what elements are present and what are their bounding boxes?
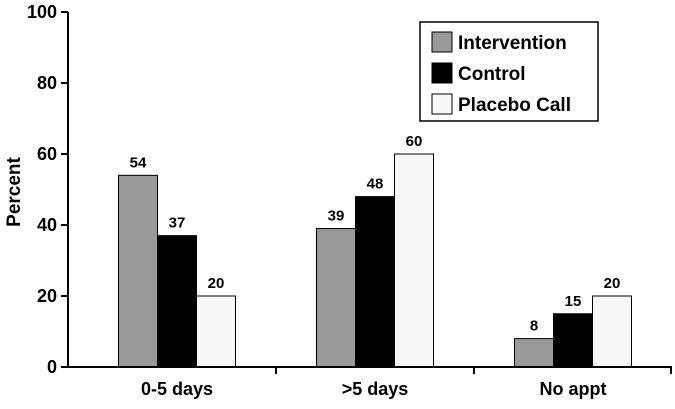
bar-control-0: [157, 235, 197, 368]
y-axis-label: Percent: [4, 156, 25, 226]
legend-label: Intervention: [458, 33, 567, 54]
x-tick-label: No appt: [540, 379, 607, 399]
bar-intervention-1: [316, 228, 356, 368]
bar-control-1: [355, 196, 395, 368]
y-tick-label: 20: [37, 286, 57, 306]
data-label: 48: [367, 176, 384, 193]
legend-label: Placebo Call: [458, 95, 571, 116]
legend-swatch-intervention: [431, 31, 453, 53]
legend: Intervention Control Placebo Call: [419, 21, 599, 122]
data-label: 60: [406, 133, 423, 150]
data-label: 37: [169, 215, 186, 232]
data-label: 8: [530, 318, 538, 335]
axes: 0 20 40 60 80 100 0-5 days >5 days No appt: [27, 2, 672, 399]
data-label: 20: [604, 275, 621, 292]
data-label: 54: [130, 154, 147, 171]
y-tick-label: 0: [47, 357, 57, 377]
data-label: 15: [565, 293, 582, 310]
data-label: 39: [328, 208, 345, 225]
data-label: 20: [208, 275, 225, 292]
legend-swatch-placebo-call: [431, 93, 453, 115]
y-tick-label: 40: [37, 215, 57, 235]
x-tick-label: >5 days: [342, 379, 409, 399]
y-tick-label: 80: [37, 73, 57, 93]
legend-swatch-control: [431, 62, 453, 84]
bar-intervention-2: [514, 338, 554, 368]
plot-area: 54 39 8 37 48 15 20 60 20: [118, 133, 632, 368]
bar-placebo-call-2: [592, 295, 632, 368]
x-tick-label: 0-5 days: [141, 379, 213, 399]
bar-placebo-call-0: [196, 295, 236, 368]
legend-label: Control: [458, 64, 526, 85]
bar-placebo-call-1: [394, 153, 434, 368]
bar-control-2: [553, 313, 593, 368]
bar-intervention-0: [118, 174, 158, 368]
y-tick-label: 100: [27, 2, 57, 22]
y-tick-label: 60: [37, 144, 57, 164]
